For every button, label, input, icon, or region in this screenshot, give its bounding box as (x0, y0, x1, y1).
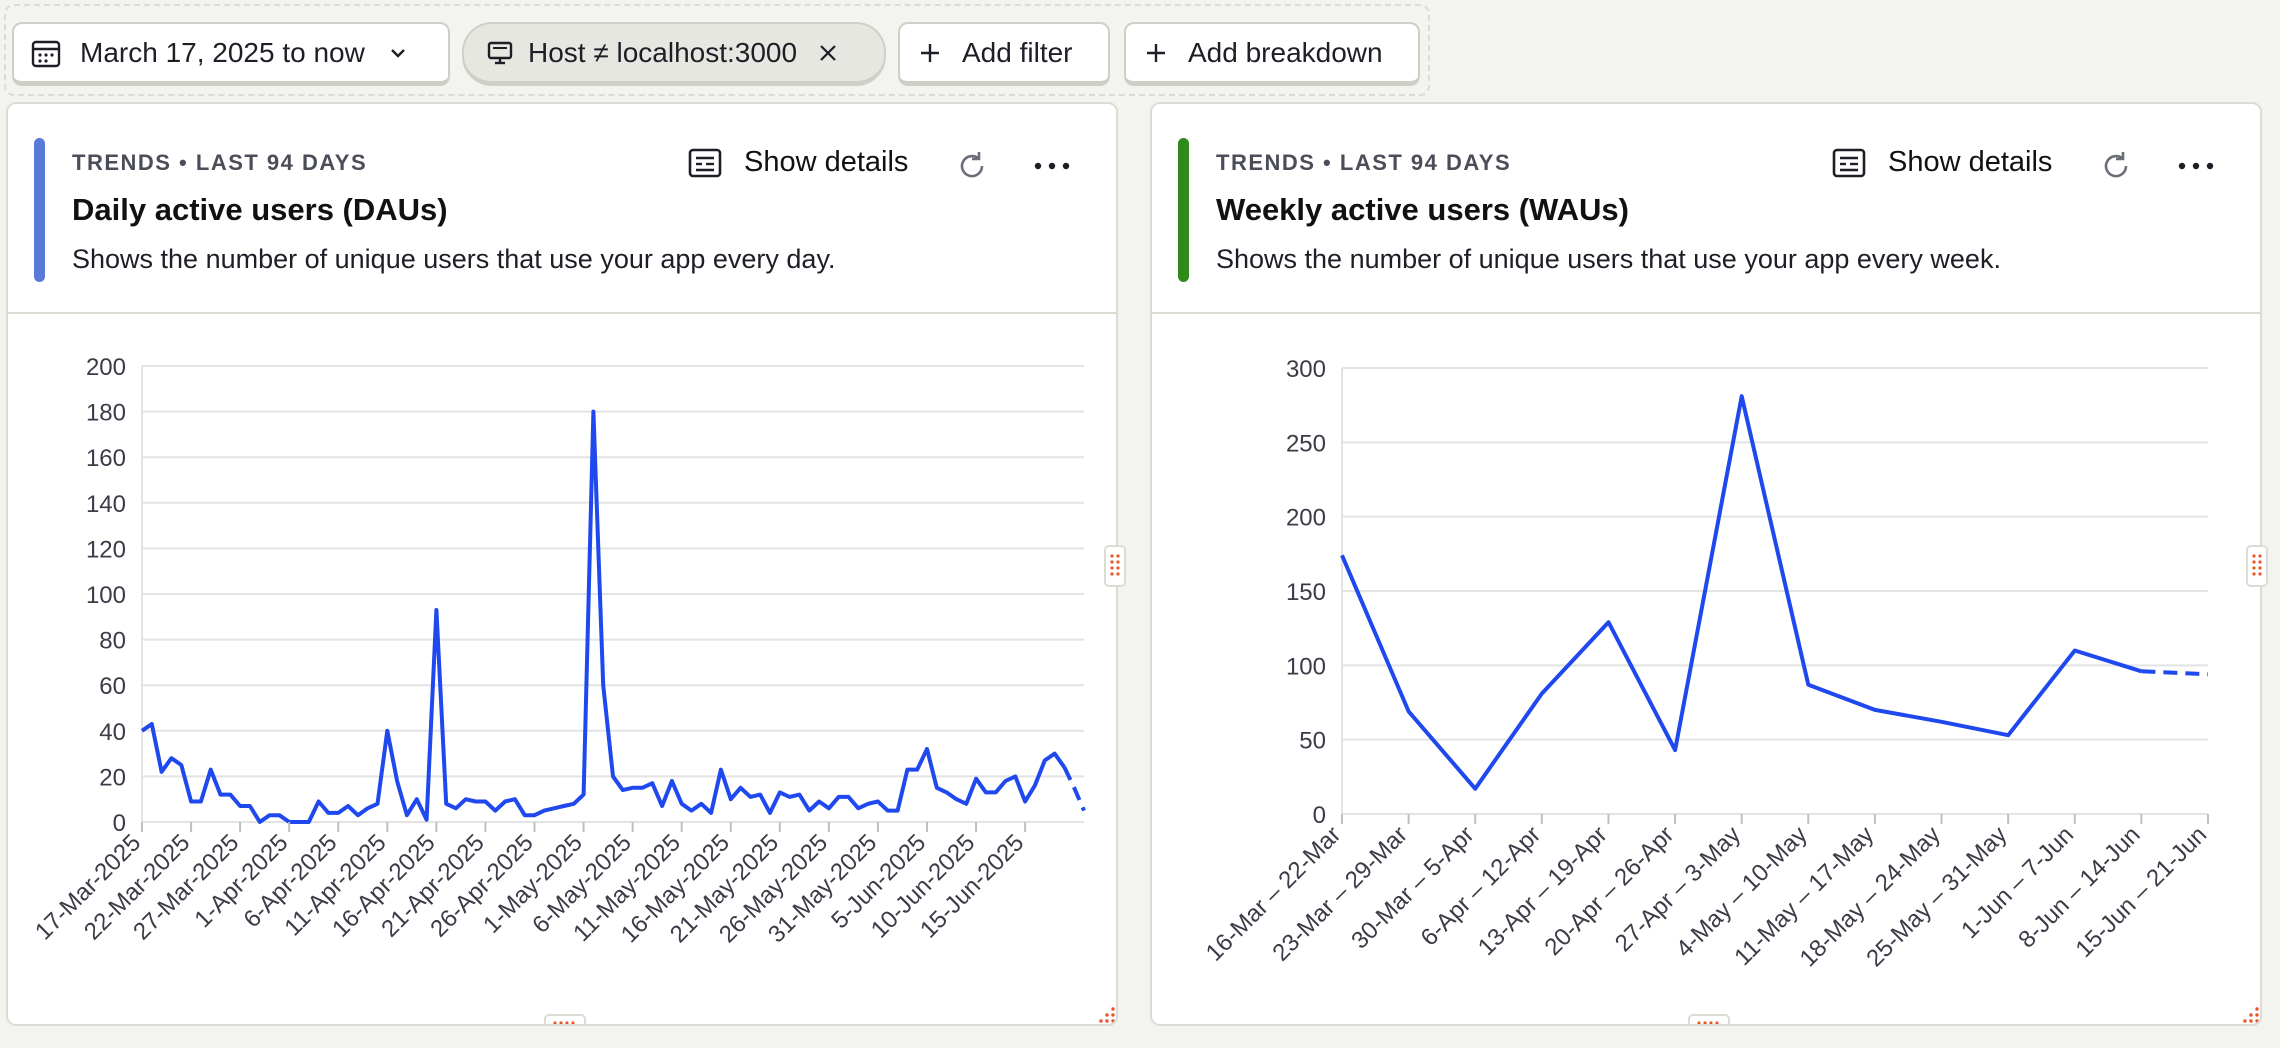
y-tick-label: 60 (99, 673, 126, 700)
dau-line-chart: 02040608010012014016018020017-Mar-202522… (30, 354, 1086, 948)
y-tick-label: 120 (86, 536, 126, 563)
host-filter-label: Host ≠ localhost:3000 (528, 36, 798, 68)
card-separator (1152, 312, 2260, 314)
date-range-button[interactable]: March 17, 2025 to now (12, 22, 450, 86)
y-tick-label: 20 (99, 764, 126, 791)
series-line-incomplete (1062, 766, 1086, 812)
card-description: Shows the number of unique users that us… (1216, 244, 2001, 274)
resize-handle-corner[interactable] (2240, 1004, 2260, 1024)
y-tick-label: 250 (1286, 430, 1326, 457)
y-tick-label: 50 (1299, 728, 1326, 755)
resize-handle-bottom[interactable] (1688, 1014, 1730, 1024)
y-tick-label: 0 (1313, 802, 1326, 829)
y-tick-label: 200 (1286, 505, 1326, 532)
plus-icon (1144, 41, 1168, 65)
show-details-label: Show details (744, 146, 909, 178)
card-title[interactable]: Daily active users (DAUs) (72, 192, 448, 227)
more-icon[interactable] (2174, 146, 2218, 186)
card-meta: TRENDS • LAST 94 DAYS (72, 150, 368, 175)
insight-card-dau: TRENDS • LAST 94 DAYS Daily active users… (6, 102, 1118, 1026)
calendar-icon (30, 37, 62, 69)
resize-handle-bottom[interactable] (544, 1014, 586, 1024)
y-tick-label: 160 (86, 445, 126, 472)
y-tick-label: 80 (99, 628, 126, 655)
y-tick-label: 180 (86, 400, 126, 427)
date-range-label: March 17, 2025 to now (80, 36, 365, 68)
show-details-button[interactable]: Show details (1832, 146, 2052, 179)
card-accent-bar (34, 138, 45, 282)
y-tick-label: 100 (1286, 653, 1326, 680)
details-icon (688, 148, 722, 178)
monitor-icon (486, 39, 514, 67)
series-line (140, 409, 1067, 824)
show-details-button[interactable]: Show details (688, 146, 908, 179)
add-filter-button[interactable]: Add filter (898, 22, 1110, 86)
y-tick-label: 140 (86, 491, 126, 518)
show-details-label: Show details (1888, 146, 2053, 178)
card-accent-bar (1178, 138, 1189, 282)
y-tick-label: 100 (86, 582, 126, 609)
y-tick-label: 200 (86, 354, 126, 381)
refresh-icon[interactable] (2096, 146, 2136, 186)
host-filter-chip[interactable]: Host ≠ localhost:3000 (462, 22, 886, 86)
card-separator (8, 312, 1116, 314)
more-icon[interactable] (1030, 146, 1074, 186)
close-icon[interactable] (817, 42, 839, 64)
refresh-icon[interactable] (952, 146, 992, 186)
series-line-incomplete (2141, 669, 2209, 677)
add-breakdown-button[interactable]: Add breakdown (1124, 22, 1420, 86)
y-tick-label: 300 (1286, 356, 1326, 383)
plus-icon (918, 41, 942, 65)
resize-handle-side[interactable] (2246, 545, 2268, 592)
card-title[interactable]: Weekly active users (WAUs) (1216, 192, 1629, 227)
card-description: Shows the number of unique users that us… (72, 244, 836, 274)
insight-card-wau: TRENDS • LAST 94 DAYS Weekly active user… (1150, 102, 2262, 1026)
y-tick-label: 40 (99, 719, 126, 746)
resize-handle-side[interactable] (1104, 545, 1126, 592)
y-tick-label: 0 (113, 810, 126, 837)
resize-handle-corner[interactable] (1096, 1004, 1116, 1024)
filter-bar: March 17, 2025 to now Host ≠ localhost:3… (4, 4, 1430, 96)
y-tick-label: 150 (1286, 579, 1326, 606)
card-meta: TRENDS • LAST 94 DAYS (1216, 150, 1512, 175)
chevron-down-icon (387, 42, 409, 64)
series-line (1340, 394, 2142, 791)
x-tick-label: 6-Apr – 12-Apr (1416, 821, 1546, 951)
details-icon (1832, 148, 1866, 178)
add-filter-label: Add filter (962, 36, 1073, 68)
add-breakdown-label: Add breakdown (1188, 36, 1383, 68)
